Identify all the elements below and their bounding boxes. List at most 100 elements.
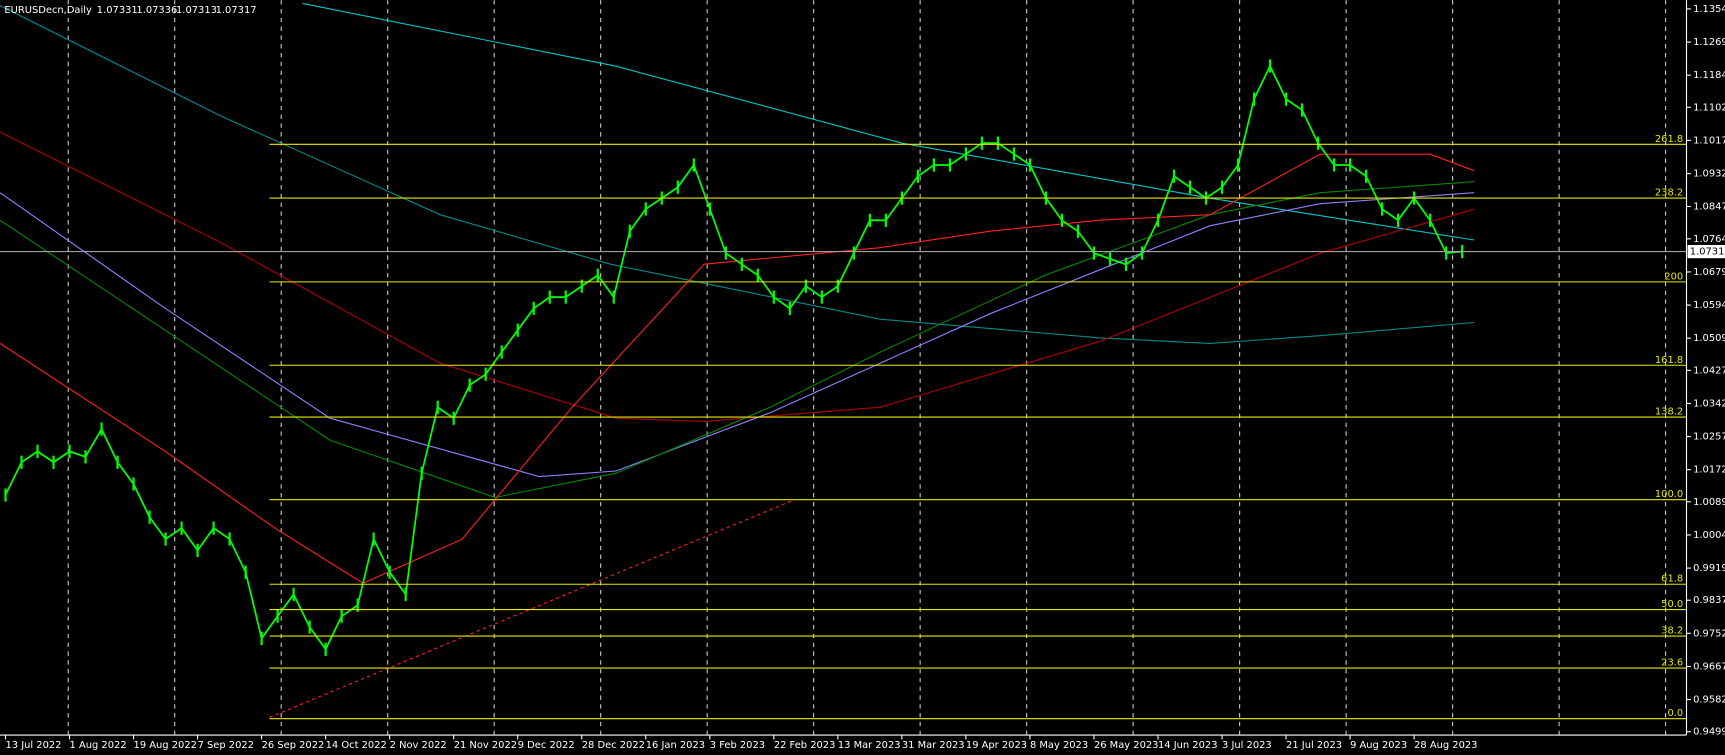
fib-label: 0.0 xyxy=(1667,708,1683,719)
plot xyxy=(4,59,1464,656)
y-tick-label: 1.04270 xyxy=(1693,365,1725,376)
price-bar xyxy=(612,290,615,304)
y-tick-label: 1.05945 xyxy=(1693,300,1725,311)
price-bar xyxy=(36,444,39,458)
price-bar xyxy=(820,290,823,304)
price-bar xyxy=(436,400,439,414)
y-tick-label: 0.96670 xyxy=(1693,661,1725,672)
price-bar xyxy=(692,158,695,172)
moving-average xyxy=(0,153,1475,584)
x-tick-label: 16 Jan 2023 xyxy=(646,740,705,751)
price-bar xyxy=(1156,213,1160,227)
price-bar xyxy=(404,587,407,601)
price-bar xyxy=(916,169,919,183)
price-bar xyxy=(52,455,55,469)
y-tick-label: 1.09320 xyxy=(1693,169,1725,180)
x-tick-label: 19 Apr 2023 xyxy=(966,740,1027,751)
price-bar xyxy=(1332,158,1336,172)
y-tick-label: 1.01720 xyxy=(1693,465,1725,476)
y-tick-label: 1.13545 xyxy=(1693,4,1725,15)
price-bar xyxy=(68,444,71,458)
price-bar xyxy=(100,422,103,436)
price-bar xyxy=(1429,213,1432,227)
y-tick-label: 0.95820 xyxy=(1693,695,1725,706)
price-bar xyxy=(1060,213,1064,227)
trend-line xyxy=(302,2,1475,241)
price-bar xyxy=(756,268,759,282)
price-bar xyxy=(1268,59,1272,73)
price-bar xyxy=(1252,92,1256,106)
moving-average xyxy=(0,5,1475,344)
y-tick-label: 1.10170 xyxy=(1693,135,1725,146)
price-bar xyxy=(1076,224,1080,238)
y-tick-label: 1.12695 xyxy=(1693,37,1725,48)
last-price-box xyxy=(1687,244,1725,259)
price-bar xyxy=(724,246,727,260)
indicators xyxy=(0,2,1475,718)
price-bar xyxy=(868,213,871,227)
x-tick-label: 8 May 2023 xyxy=(1030,740,1088,751)
x-tick-label: 3 Feb 2023 xyxy=(710,740,765,751)
y-tick-label: 1.02570 xyxy=(1693,432,1725,443)
price-bar xyxy=(1348,158,1352,172)
price-bar xyxy=(516,323,519,337)
x-tick-label: 22 Feb 2023 xyxy=(774,740,836,751)
price-bar xyxy=(484,367,487,381)
y-tick-label: 1.00895 xyxy=(1693,497,1725,508)
fib-label: 161.8 xyxy=(1655,355,1683,366)
price-bar xyxy=(788,301,791,315)
price-bar xyxy=(148,510,151,524)
price-bar xyxy=(1284,92,1288,106)
price-bar xyxy=(1188,180,1192,194)
price-bar xyxy=(308,620,311,634)
price-bar xyxy=(644,202,647,216)
price-bar xyxy=(548,290,551,304)
x-tick-label: 7 Sep 2022 xyxy=(198,740,254,751)
x-tick-label: 26 May 2023 xyxy=(1094,740,1159,751)
price-bar xyxy=(740,257,743,271)
price-bar xyxy=(468,378,471,392)
price-bar xyxy=(132,477,135,491)
price-bar xyxy=(1316,136,1320,150)
x-tick-label: 21 Jul 2023 xyxy=(1286,740,1342,751)
price-bar xyxy=(228,532,231,546)
price-bar xyxy=(676,180,679,194)
price-bar xyxy=(1236,158,1240,172)
x-tick-label: 19 Aug 2022 xyxy=(134,740,197,751)
fib-label: 138.2 xyxy=(1655,407,1683,418)
fib-label: 50.0 xyxy=(1661,599,1683,610)
price-bar xyxy=(356,598,359,612)
price-bar xyxy=(180,521,183,535)
trend-line xyxy=(269,500,793,718)
price-bar xyxy=(1220,180,1224,194)
price-bar xyxy=(196,543,199,557)
price-bar xyxy=(372,532,375,546)
x-tick-label: 28 Aug 2023 xyxy=(1414,740,1477,751)
x-tick-label: 9 Aug 2023 xyxy=(1350,740,1407,751)
price-bar xyxy=(932,158,935,172)
y-tick-label: 1.00045 xyxy=(1693,530,1725,541)
price-line xyxy=(4,63,1463,652)
price-bar xyxy=(244,565,247,579)
price-bar xyxy=(500,345,503,359)
price-bar xyxy=(1364,169,1368,183)
x-tick-label: 14 Jun 2023 xyxy=(1158,740,1217,751)
price-bar xyxy=(452,411,455,425)
price-bar xyxy=(276,609,279,623)
fib-label: 100.0 xyxy=(1655,489,1683,500)
last-price-label: 1.07317 xyxy=(1690,247,1725,258)
fib-label: 61.8 xyxy=(1661,574,1683,585)
price-bar xyxy=(580,279,583,293)
x-tick-label: 26 Sep 2022 xyxy=(262,740,325,751)
y-tick-label: 1.11020 xyxy=(1693,102,1725,113)
price-bar xyxy=(164,532,167,546)
y-tick-label: 0.97520 xyxy=(1693,628,1725,639)
price-bar xyxy=(564,290,567,304)
x-tick-label: 3 Jul 2023 xyxy=(1222,740,1272,751)
x-tick-label: 9 Dec 2022 xyxy=(518,740,575,751)
symbol: EURUSDecn,Daily xyxy=(4,5,92,16)
price-bar xyxy=(964,147,968,161)
price-bar xyxy=(996,136,1000,150)
price-bar xyxy=(1124,257,1128,271)
